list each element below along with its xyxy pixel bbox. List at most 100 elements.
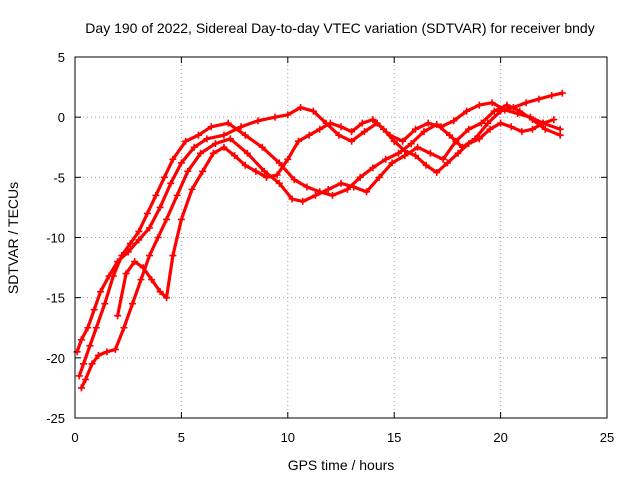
data-point-marker <box>548 92 556 100</box>
data-point-marker <box>90 306 98 314</box>
data-point-marker <box>182 137 190 145</box>
data-point-marker <box>358 119 366 127</box>
data-point-marker <box>465 125 473 133</box>
data-point-marker <box>220 131 228 139</box>
data-point-marker <box>120 324 128 332</box>
data-point-marker <box>337 123 345 131</box>
data-point-marker <box>82 375 90 383</box>
x-tick-label: 5 <box>178 430 185 445</box>
data-point-marker <box>360 128 368 136</box>
data-point-marker <box>203 135 211 143</box>
data-point-marker <box>241 161 249 169</box>
data-point-marker <box>390 137 398 145</box>
data-point-marker <box>541 125 549 133</box>
data-point-marker <box>363 188 371 196</box>
data-point-marker <box>169 252 177 260</box>
data-point-marker <box>516 107 524 115</box>
data-point-marker <box>139 264 147 272</box>
data-point-marker <box>224 119 232 127</box>
data-point-marker <box>407 140 415 148</box>
data-point-marker <box>114 312 122 320</box>
data-point-marker <box>231 152 239 160</box>
data-point-marker <box>475 135 483 143</box>
data-point-marker <box>167 179 175 187</box>
data-point-marker <box>411 152 419 160</box>
x-tick-label: 0 <box>71 430 78 445</box>
axis-ticks: 0 5 10 15 20 25 -25 -20 -15 -10 -5 0 5 <box>46 50 614 445</box>
data-point-marker <box>556 125 564 133</box>
data-point-marker <box>122 270 130 278</box>
data-point-marker <box>309 107 317 115</box>
data-point-marker <box>399 137 407 145</box>
data-point-marker <box>77 384 85 392</box>
data-point-marker <box>94 351 102 359</box>
data-point-marker <box>260 167 268 175</box>
data-point-marker <box>243 149 251 157</box>
y-axis-label: SDTVAR / TECUs <box>5 182 21 294</box>
data-point-marker <box>152 191 160 199</box>
data-point-marker <box>380 125 388 133</box>
x-tick-label: 25 <box>600 430 614 445</box>
data-point-marker <box>463 107 471 115</box>
data-point-marker <box>465 140 473 148</box>
data-point-marker <box>475 101 483 109</box>
data-point-marker <box>103 348 111 356</box>
data-point-marker <box>401 147 409 155</box>
y-tick-label: -25 <box>46 411 65 426</box>
data-point-marker <box>220 143 228 151</box>
y-tick-label: -15 <box>46 291 65 306</box>
chart-title: Day 190 of 2022, Sidereal Day-to-day VTE… <box>85 20 594 36</box>
data-point-marker <box>486 125 494 133</box>
data-point-marker <box>324 185 332 193</box>
data-point-marker <box>556 131 564 139</box>
data-point-marker <box>305 131 313 139</box>
data-point-marker <box>86 342 94 350</box>
x-axis-label: GPS time / hours <box>288 457 395 473</box>
data-point-marker <box>88 360 96 368</box>
data-point-marker <box>177 215 185 223</box>
data-point-marker <box>288 195 296 203</box>
data-point-marker <box>290 176 298 184</box>
data-point-marker <box>145 224 153 232</box>
data-point-marker <box>143 209 151 217</box>
data-point-marker <box>169 155 177 163</box>
series-track-4 <box>115 117 556 318</box>
data-point-marker <box>258 143 266 151</box>
data-point-marker <box>503 101 511 109</box>
data-point-marker <box>369 164 377 172</box>
data-series <box>73 89 566 392</box>
data-point-marker <box>177 159 185 167</box>
data-point-marker <box>303 183 311 191</box>
data-point-marker <box>422 161 430 169</box>
data-point-marker <box>80 360 88 368</box>
data-point-marker <box>284 155 292 163</box>
data-point-marker <box>484 119 492 127</box>
data-point-marker <box>188 185 196 193</box>
data-point-marker <box>454 149 462 157</box>
data-point-marker <box>488 99 496 107</box>
data-point-marker <box>518 128 526 136</box>
data-point-marker <box>529 125 537 133</box>
data-point-marker <box>550 116 558 124</box>
data-point-marker <box>109 272 117 280</box>
data-point-marker <box>154 234 162 241</box>
data-point-marker <box>443 159 451 167</box>
data-point-marker <box>111 345 119 353</box>
data-point-marker <box>411 125 419 133</box>
data-point-marker <box>101 300 109 308</box>
data-point-marker <box>328 191 336 199</box>
data-point-marker <box>394 149 402 157</box>
data-point-marker <box>126 240 134 248</box>
x-tick-label: 10 <box>281 430 295 445</box>
data-point-marker <box>207 123 215 131</box>
y-tick-label: -20 <box>46 351 65 366</box>
x-tick-label: 15 <box>387 430 401 445</box>
data-point-marker <box>348 137 356 145</box>
data-point-marker <box>84 324 92 332</box>
data-point-marker <box>275 179 283 187</box>
data-point-marker <box>535 95 543 103</box>
data-point-marker <box>173 191 181 199</box>
data-point-marker <box>137 276 145 284</box>
data-point-marker <box>252 167 260 175</box>
